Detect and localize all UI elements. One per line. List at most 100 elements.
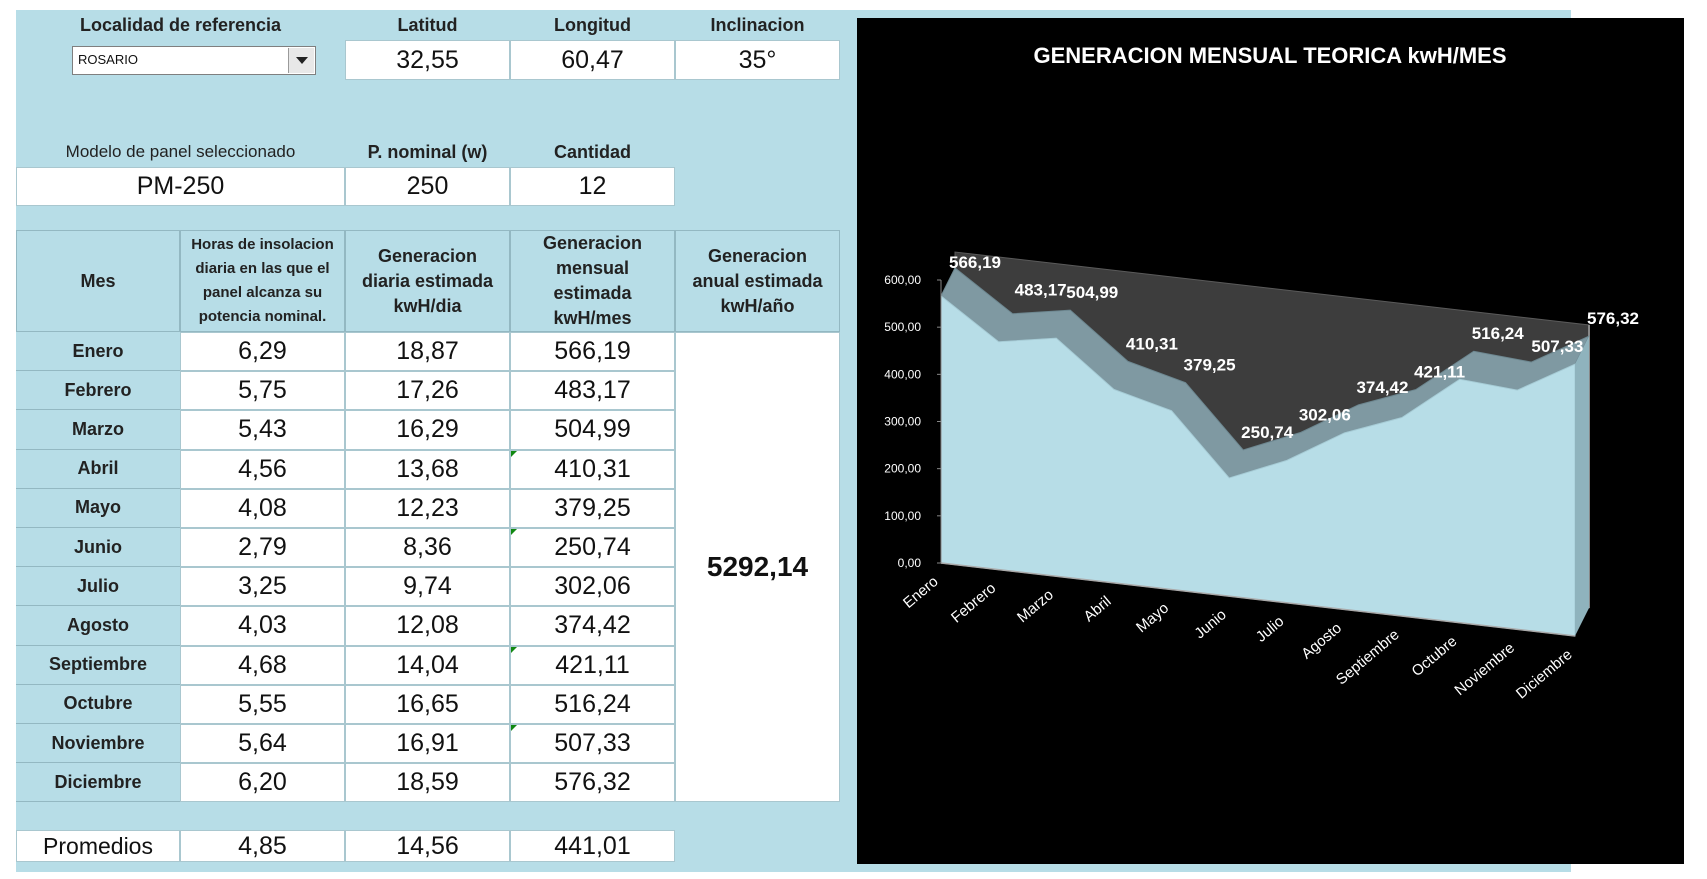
chart-data-label: 483,17	[1015, 281, 1067, 300]
chart-data-label: 504,99	[1066, 283, 1118, 302]
hours-cell[interactable]: 4,03	[180, 606, 345, 646]
chart-data-label: 566,19	[949, 253, 1001, 272]
month-cell: Octubre	[16, 684, 180, 724]
chart-body: 0,00 100,00 200,00 300,00 400,00 500,00 600,00…	[884, 251, 1639, 702]
daily-cell[interactable]: 13,68	[345, 449, 510, 489]
latitude-label: Latitud	[345, 10, 510, 40]
hours-cell[interactable]: 5,55	[180, 684, 345, 724]
monthly-cell[interactable]: 507,33	[510, 724, 675, 764]
latitude-value[interactable]: 32,55	[345, 40, 510, 80]
month-cell: Diciembre	[16, 763, 180, 803]
chart-data-label: 576,32	[1587, 309, 1639, 328]
daily-cell[interactable]: 12,08	[345, 606, 510, 646]
daily-cell[interactable]: 14,04	[345, 645, 510, 685]
monthly-cell[interactable]: 250,74	[510, 528, 675, 568]
monthly-cell[interactable]: 516,24	[510, 684, 675, 724]
quantity-label: Cantidad	[510, 137, 675, 167]
chart-data-label: 379,25	[1184, 356, 1236, 375]
hours-cell[interactable]: 5,75	[180, 371, 345, 411]
average-daily-value[interactable]: 14,56	[345, 830, 510, 862]
monthly-cell[interactable]: 483,17	[510, 371, 675, 411]
hours-cell[interactable]: 3,25	[180, 567, 345, 607]
longitude-value[interactable]: 60,47	[510, 40, 675, 80]
annual-generation-value[interactable]: 5292,14	[675, 332, 840, 802]
hours-cell[interactable]: 5,64	[180, 724, 345, 764]
monthly-cell[interactable]: 410,31	[510, 449, 675, 489]
location-dropdown-value: ROSARIO	[78, 52, 138, 67]
daily-cell[interactable]: 16,91	[345, 724, 510, 764]
chart-x-tick-label: Junio	[1191, 606, 1229, 642]
chart-x-tick-label: Noviembre	[1451, 639, 1517, 699]
daily-cell[interactable]: 8,36	[345, 528, 510, 568]
hours-cell[interactable]: 4,56	[180, 449, 345, 489]
month-cell: Abril	[16, 449, 180, 489]
month-cell: Marzo	[16, 410, 180, 450]
panel-model-label: Modelo de panel seleccionado	[65, 142, 296, 161]
chart-x-tick-label: Octubre	[1408, 633, 1460, 680]
cell-comment-indicator	[511, 646, 517, 653]
chart-data-label: 507,33	[1531, 337, 1583, 356]
chart-x-axis-line	[940, 562, 1576, 637]
chart-x-tick-label: Marzo	[1014, 586, 1057, 626]
chart-y-tick-label: 200,00	[884, 462, 921, 476]
cell-comment-indicator	[511, 529, 517, 535]
chart-x-tick-label: Diciembre	[1513, 646, 1576, 702]
annual-generation-header: Generacion anual estimada kwH/año	[675, 230, 840, 332]
chevron-down-icon	[295, 57, 308, 64]
chart-data-label: 250,74	[1241, 423, 1294, 442]
chart-y-tick-label: 400,00	[884, 367, 921, 381]
month-cell: Agosto	[16, 606, 180, 646]
daily-cell[interactable]: 17,26	[345, 371, 510, 411]
daily-cell[interactable]: 18,59	[345, 763, 510, 803]
average-monthly-value[interactable]: 441,01	[510, 830, 675, 862]
hours-cell[interactable]: 6,29	[180, 332, 345, 372]
chart-data-label: 374,42	[1356, 378, 1408, 397]
nominal-power-label: P. nominal (w)	[345, 137, 510, 167]
hours-cell[interactable]: 6,20	[180, 763, 345, 803]
daily-cell[interactable]: 16,29	[345, 410, 510, 450]
monthly-cell[interactable]: 302,06	[510, 567, 675, 607]
chart-data-label: 421,11	[1414, 362, 1465, 381]
monthly-cell[interactable]: 504,99	[510, 410, 675, 450]
monthly-cell[interactable]: 379,25	[510, 488, 675, 528]
hours-cell[interactable]: 4,68	[180, 645, 345, 685]
month-cell: Noviembre	[16, 724, 180, 764]
chart-area-side	[1575, 336, 1589, 636]
month-cell: Febrero	[16, 371, 180, 411]
chart-data-label: 516,24	[1472, 324, 1525, 343]
location-dropdown[interactable]: ROSARIO	[72, 46, 316, 75]
inclination-label: Inclinacion	[675, 10, 840, 40]
nominal-power-value[interactable]: 250	[345, 167, 510, 206]
month-cell: Enero	[16, 332, 180, 372]
month-cell: Septiembre	[16, 645, 180, 685]
chart-x-tick-label: Febrero	[948, 580, 999, 627]
inclination-value[interactable]: 35°	[675, 40, 840, 80]
hours-cell[interactable]: 2,79	[180, 528, 345, 568]
chart-y-tick-label: 100,00	[884, 509, 921, 523]
chart-data-label: 410,31	[1126, 334, 1178, 353]
monthly-cell[interactable]: 566,19	[510, 332, 675, 372]
chart-y-tick-label: 0,00	[898, 556, 922, 570]
monthly-cell[interactable]: 576,32	[510, 763, 675, 803]
daily-cell[interactable]: 12,23	[345, 488, 510, 528]
month-cell: Junio	[16, 528, 180, 568]
cell-comment-indicator	[511, 725, 517, 731]
dropdown-arrow-button[interactable]	[288, 48, 314, 73]
chart-area-series	[940, 294, 1576, 637]
monthly-generation-chart[interactable]: GENERACION MENSUAL TEORICA kwH/MES 0,00 1…	[857, 18, 1684, 864]
daily-cell[interactable]: 18,87	[345, 332, 510, 372]
panel-model-value[interactable]: PM-250	[16, 167, 345, 206]
chart-title: GENERACION MENSUAL TEORICA kwH/MES	[1033, 43, 1506, 68]
quantity-value[interactable]: 12	[510, 167, 675, 206]
daily-cell[interactable]: 16,65	[345, 684, 510, 724]
hours-cell[interactable]: 4,08	[180, 488, 345, 528]
hours-header: Horas de insolacion diaria en las que el…	[180, 230, 345, 332]
month-header: Mes	[16, 230, 180, 332]
average-hours-value[interactable]: 4,85	[180, 830, 345, 862]
monthly-cell[interactable]: 374,42	[510, 606, 675, 646]
hours-cell[interactable]: 5,43	[180, 410, 345, 450]
monthly-cell[interactable]: 421,11	[510, 645, 675, 685]
chart-svg: GENERACION MENSUAL TEORICA kwH/MES 0,00 1…	[884, 43, 1639, 702]
daily-cell[interactable]: 9,74	[345, 567, 510, 607]
